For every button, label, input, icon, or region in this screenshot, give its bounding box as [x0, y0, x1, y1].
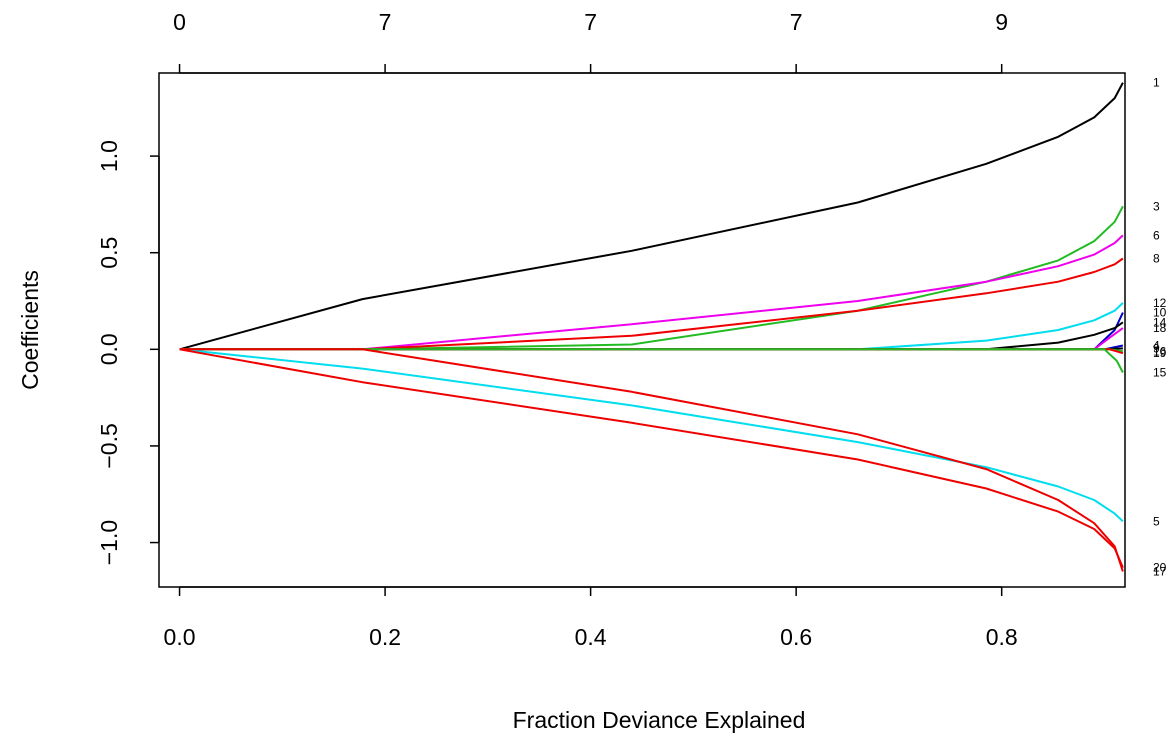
series-end-label: 19 — [1153, 346, 1166, 360]
top-tick-label: 7 — [790, 9, 803, 35]
series-end-label: 20 — [1153, 561, 1166, 575]
series-line-5 — [179, 348, 1124, 523]
series-line-10 — [179, 312, 1124, 351]
plot-frame — [158, 72, 1126, 588]
y-tick-label: 0.5 — [96, 237, 122, 269]
x-tick-label: 0.8 — [986, 624, 1018, 650]
series-end-label: 15 — [1153, 366, 1166, 380]
series-end-label: 12 — [1153, 296, 1166, 310]
series-line-20 — [179, 348, 1124, 569]
series-end-label: 3 — [1153, 199, 1160, 213]
series-line-3 — [179, 205, 1124, 351]
series-line-17 — [179, 348, 1124, 572]
top-tick-label: 0 — [173, 9, 186, 35]
y-tick-label: −1.0 — [96, 520, 122, 565]
series-end-label: 17 — [1153, 565, 1166, 579]
series-end-label: 1 — [1153, 76, 1160, 90]
series-line-18 — [179, 327, 1124, 351]
y-axis-title: Coefficients — [17, 270, 43, 390]
top-tick-label: 9 — [995, 9, 1008, 35]
series-end-label: 5 — [1153, 514, 1160, 528]
series-end-label: 16 — [1153, 344, 1166, 358]
series-end-label: 4 — [1153, 338, 1160, 352]
series-end-label: 8 — [1153, 252, 1160, 266]
series-end-label: 6 — [1153, 228, 1160, 242]
series-line-14 — [179, 321, 1124, 351]
series-line-8 — [179, 257, 1124, 351]
series-end-label: 9 — [1153, 341, 1160, 355]
y-tick-label: 1.0 — [96, 140, 122, 172]
x-axis-top: 0 7 7 7 9 — [173, 9, 1008, 74]
y-axis-left: −1.0 −0.5 0.0 0.5 1.0 — [96, 140, 160, 565]
x-tick-label: 0.0 — [164, 624, 196, 650]
x-tick-label: 0.2 — [369, 624, 401, 650]
x-axis-bottom: 0.0 0.2 0.4 0.6 0.8 — [164, 586, 1018, 650]
top-tick-label: 7 — [584, 9, 597, 35]
series-end-label: 18 — [1153, 321, 1166, 335]
y-tick-label: 0.0 — [96, 333, 122, 365]
x-tick-label: 0.4 — [575, 624, 607, 650]
series-end-label: 10 — [1153, 306, 1166, 320]
series-end-label: 14 — [1153, 315, 1166, 329]
x-axis-title: Fraction Deviance Explained — [513, 707, 806, 733]
series-layer — [179, 82, 1124, 572]
series-line-1 — [179, 82, 1124, 351]
x-tick-label: 0.6 — [780, 624, 812, 650]
series-line-15 — [179, 348, 1124, 373]
top-tick-label: 7 — [379, 9, 392, 35]
series-line-6 — [179, 234, 1124, 351]
y-tick-label: −0.5 — [96, 423, 122, 468]
